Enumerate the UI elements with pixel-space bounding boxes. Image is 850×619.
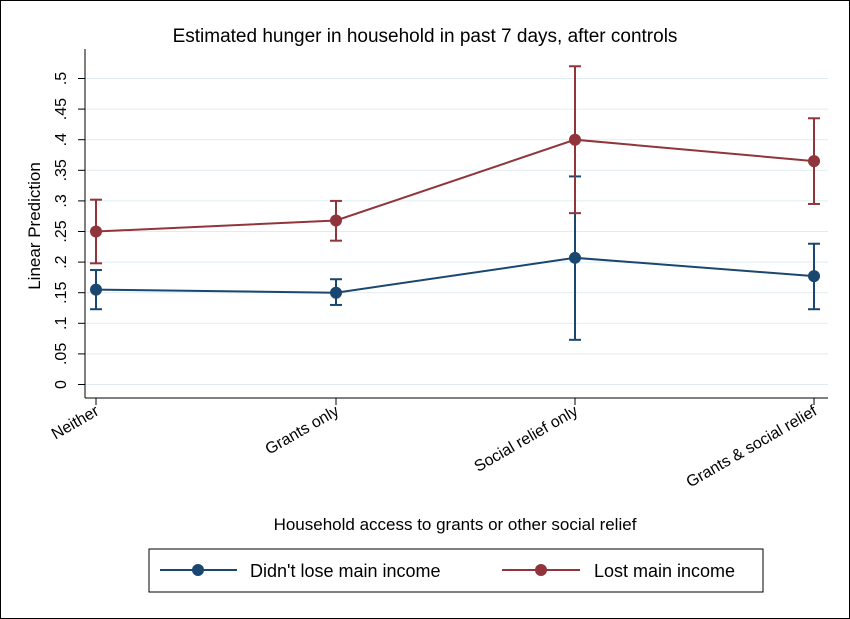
y-tick-label: .1	[53, 317, 70, 330]
series-1	[90, 65, 820, 265]
data-point	[569, 133, 581, 146]
legend-series-0-label: Didn't lose main income	[250, 561, 441, 581]
x-tick-label: Social relief only	[472, 403, 581, 476]
y-tick-label: .05	[53, 343, 70, 365]
y-tick-label: .4	[53, 133, 70, 146]
series-layer	[90, 65, 820, 341]
data-point	[90, 283, 102, 296]
plot-area	[85, 49, 828, 398]
y-tick-label: .2	[53, 255, 70, 268]
x-tick-label: Grants & social relief	[684, 402, 821, 491]
y-tick-label: .45	[53, 98, 70, 120]
legend-series-1-label: Lost main income	[594, 561, 735, 581]
y-axis-label: Linear Prediction	[25, 162, 44, 290]
y-tick-label: .15	[53, 281, 70, 303]
data-point	[569, 251, 581, 264]
legend-series-1-marker	[535, 564, 547, 576]
y-tick-label: .25	[53, 220, 70, 242]
data-point	[330, 286, 342, 299]
x-tick-label: Grants only	[263, 403, 342, 459]
x-axis-label: Household access to grants or other soci…	[274, 515, 637, 534]
x-axis-ticks: Neither Grants only Social relief only Gran…	[49, 398, 821, 491]
x-tick-label: Neither	[49, 402, 103, 443]
y-tick-label: .5	[53, 72, 70, 85]
y-tick-label: .35	[53, 159, 70, 181]
legend: Didn't lose main income Lost main income	[148, 548, 764, 593]
chart-title: Estimated hunger in household in past 7 …	[173, 26, 678, 47]
data-point	[808, 270, 820, 283]
series-line	[95, 138, 815, 233]
legend-series-0-marker	[192, 564, 204, 576]
y-tick-label: 0	[53, 380, 70, 389]
legend-box	[148, 548, 764, 593]
y-tick-label: .3	[53, 194, 70, 207]
gridlines	[85, 78, 828, 385]
y-axis-ticks: 0 .05 .1 .15 .2 .25 .3 .35 .4 .45 .5	[53, 72, 85, 389]
series-line	[95, 256, 815, 294]
data-point	[330, 214, 342, 227]
data-point	[90, 225, 102, 238]
data-point	[808, 155, 820, 168]
